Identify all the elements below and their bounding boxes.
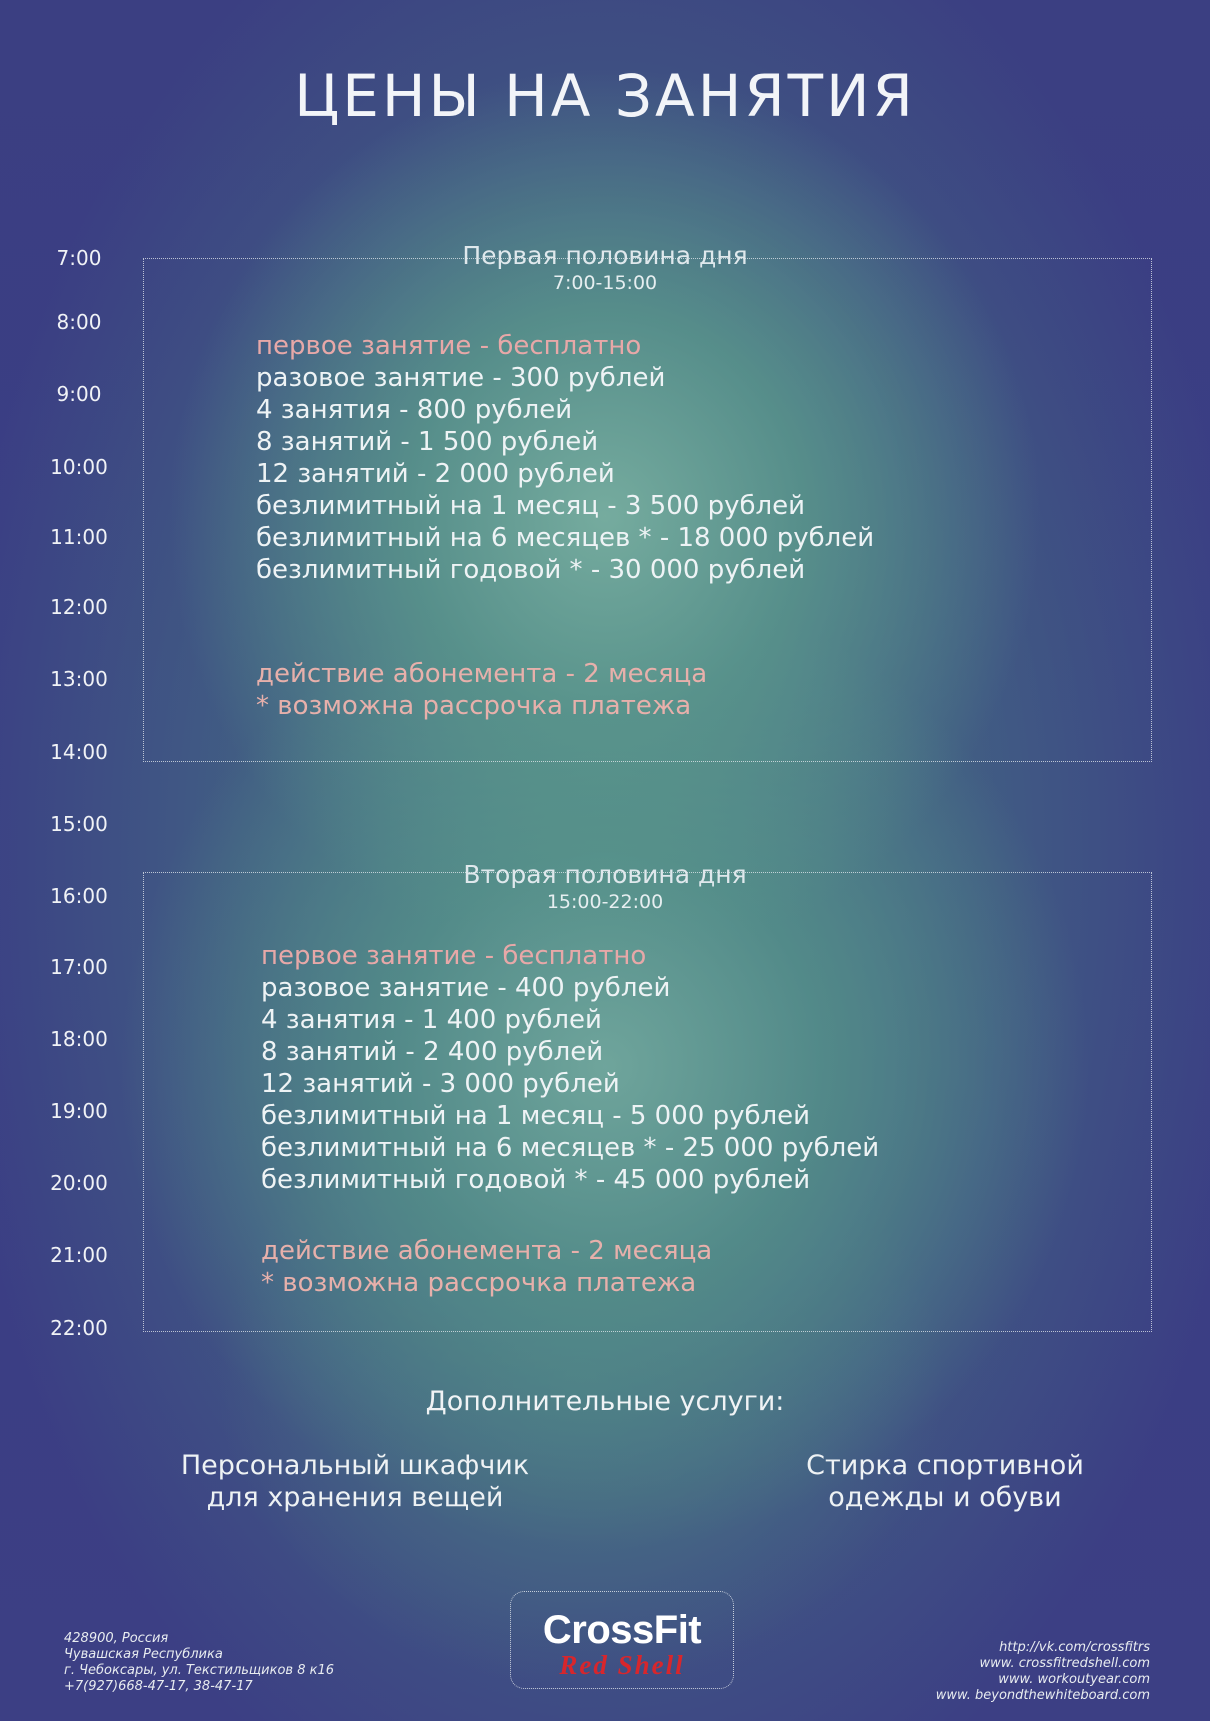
link-vk[interactable]: http://vk.com/crossfitrs [999, 1640, 1150, 1655]
price-line: разовое занятие - 300 рублей [256, 363, 666, 393]
evening-notes: действие абонемента - 2 месяца * возможн… [261, 1235, 712, 1299]
time-label: 21:00 [50, 1243, 108, 1267]
installment-note: * возможна рассрочка платежа [261, 1268, 697, 1298]
address-line: г. Чебоксары, ул. Текстильщиков 8 к16 [64, 1663, 335, 1678]
links-block: http://vk.com/crossfitrs www. crossfitre… [936, 1640, 1150, 1704]
evening-hours: 15:00-22:00 [546, 891, 664, 913]
time-label: 14:00 [50, 740, 108, 764]
time-label: 20:00 [50, 1171, 108, 1195]
time-label: 16:00 [50, 884, 108, 908]
morning-header: Первая половина дня 7:00-15:00 [0, 241, 1210, 294]
crossfit-red-shell-logo: CrossFit Red Shell [510, 1591, 734, 1689]
time-label: 12:00 [50, 595, 108, 619]
extra-laundry-line: Стирка спортивной [806, 1450, 1084, 1481]
first-free-line: первое занятие - бесплатно [261, 941, 647, 971]
price-line: безлимитный годовой * - 30 000 рублей [256, 555, 806, 585]
evening-price-box [143, 872, 1152, 1332]
price-line: безлимитный на 1 месяц - 5 000 рублей [261, 1101, 811, 1131]
link-beyondthewhiteboard[interactable]: www. beyondthewhiteboard.com [935, 1688, 1150, 1703]
morning-price-list: первое занятие - бесплатно разовое занят… [256, 330, 874, 586]
time-label: 8:00 [56, 310, 102, 334]
address-line: 428900, Россия [64, 1631, 169, 1646]
time-label: 22:00 [50, 1316, 108, 1340]
phone-line: +7(927)668-47-17, 38-47-17 [64, 1679, 253, 1694]
first-free-line: первое занятие - бесплатно [256, 331, 642, 361]
time-label: 13:00 [50, 667, 108, 691]
price-line: 4 занятия - 1 400 рублей [261, 1005, 602, 1035]
link-workoutyear[interactable]: www. workoutyear.com [998, 1672, 1150, 1687]
price-line: разовое занятие - 400 рублей [261, 973, 671, 1003]
time-label: 15:00 [50, 812, 108, 836]
price-line: 12 занятий - 2 000 рублей [256, 459, 615, 489]
price-line: безлимитный годовой * - 45 000 рублей [261, 1165, 811, 1195]
price-line: 4 занятия - 800 рублей [256, 395, 573, 425]
installment-note: * возможна рассрочка платежа [256, 691, 692, 721]
extras-title: Дополнительные услуги: [425, 1386, 785, 1417]
extra-locker-line: для хранения вещей [206, 1482, 504, 1513]
extra-laundry-line: одежды и обуви [828, 1482, 1062, 1513]
extra-locker: Персональный шкафчик для хранения вещей [120, 1450, 590, 1514]
time-label: 9:00 [56, 382, 102, 406]
price-line: безлимитный на 6 месяцев * - 25 000 рубл… [261, 1133, 880, 1163]
extra-locker-line: Персональный шкафчик [180, 1450, 530, 1481]
price-line: 12 занятий - 3 000 рублей [261, 1069, 620, 1099]
time-label: 18:00 [50, 1027, 108, 1051]
time-label: 17:00 [50, 955, 108, 979]
morning-price-box [143, 258, 1152, 762]
evening-header: Вторая половина дня 15:00-22:00 [0, 860, 1210, 913]
extra-laundry: Стирка спортивной одежды и обуви [740, 1450, 1150, 1514]
price-line: безлимитный на 6 месяцев * - 18 000 рубл… [256, 523, 875, 553]
logo-red-shell-text: Red Shell [559, 1650, 685, 1680]
address-block: 428900, Россия Чувашская Республика г. Ч… [64, 1631, 334, 1695]
morning-hours: 7:00-15:00 [552, 272, 658, 294]
time-label: 10:00 [50, 455, 108, 479]
price-line: 8 занятий - 2 400 рублей [261, 1037, 604, 1067]
time-label: 11:00 [50, 525, 108, 549]
price-line: 8 занятий - 1 500 рублей [256, 427, 599, 457]
time-label: 7:00 [56, 246, 102, 270]
validity-note: действие абонемента - 2 месяца [261, 1236, 713, 1266]
evening-price-list: первое занятие - бесплатно разовое занят… [261, 940, 879, 1196]
evening-title: Вторая половина дня [463, 860, 747, 889]
address-line: Чувашская Республика [64, 1647, 223, 1662]
logo-crossfit-text: CrossFit [542, 1608, 702, 1652]
morning-title: Первая половина дня [462, 241, 748, 270]
link-crossfitredshell[interactable]: www. crossfitredshell.com [979, 1656, 1150, 1671]
morning-notes: действие абонемента - 2 месяца * возможн… [256, 658, 707, 722]
time-label: 19:00 [50, 1099, 108, 1123]
price-line: безлимитный на 1 месяц - 3 500 рублей [256, 491, 806, 521]
validity-note: действие абонемента - 2 месяца [256, 659, 708, 689]
page-title: ЦЕНЫ НА ЗАНЯТИЯ [294, 62, 916, 130]
